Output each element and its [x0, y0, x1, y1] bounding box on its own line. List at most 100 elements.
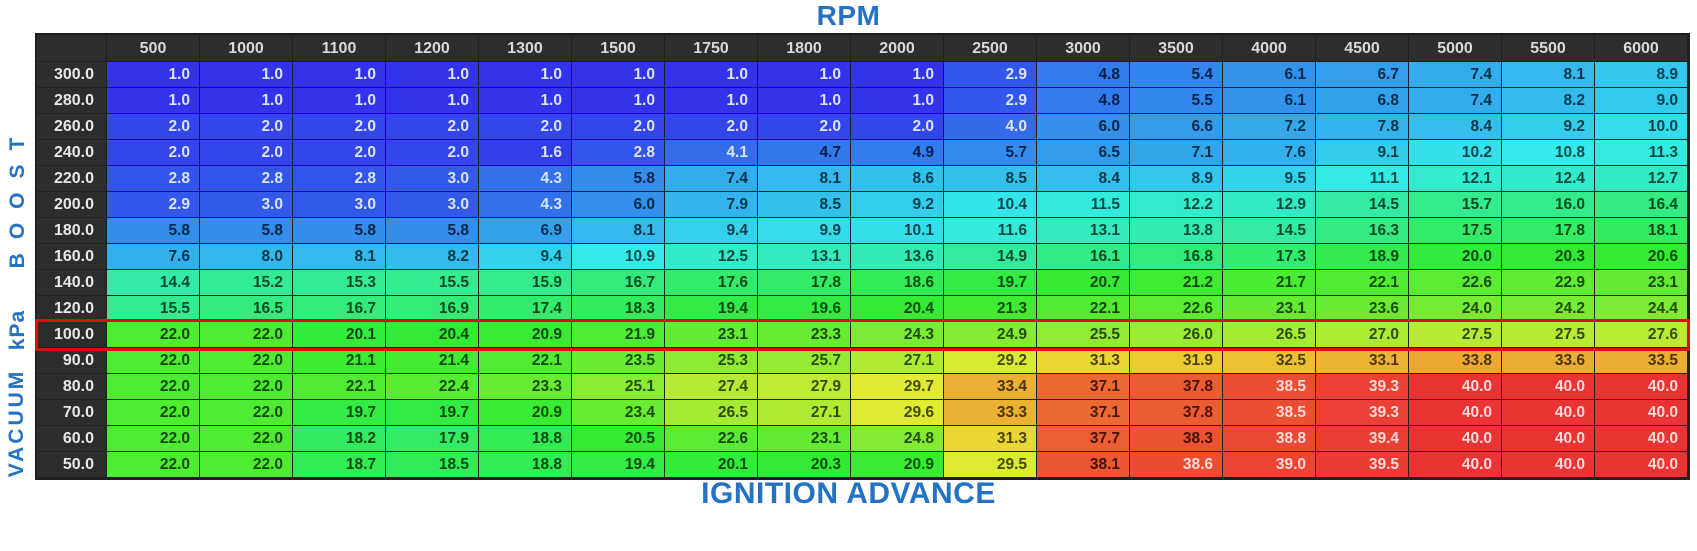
advance-cell[interactable]: 8.2	[1502, 88, 1595, 114]
advance-cell[interactable]: 1.0	[572, 62, 665, 88]
advance-cell[interactable]: 2.0	[293, 114, 386, 140]
advance-cell[interactable]: 1.0	[107, 88, 200, 114]
advance-cell[interactable]: 29.5	[944, 452, 1037, 478]
advance-cell[interactable]: 9.2	[1502, 114, 1595, 140]
advance-cell[interactable]: 5.7	[944, 140, 1037, 166]
advance-cell[interactable]: 27.5	[1502, 322, 1595, 348]
advance-cell[interactable]: 12.7	[1595, 166, 1688, 192]
advance-cell[interactable]: 22.9	[1502, 270, 1595, 296]
advance-cell[interactable]: 2.0	[758, 114, 851, 140]
advance-cell[interactable]: 8.4	[1037, 166, 1130, 192]
advance-cell[interactable]: 14.5	[1316, 192, 1409, 218]
advance-cell[interactable]: 4.8	[1037, 62, 1130, 88]
advance-cell[interactable]: 39.4	[1316, 426, 1409, 452]
advance-cell[interactable]: 21.3	[944, 296, 1037, 322]
advance-cell[interactable]: 29.7	[851, 374, 944, 400]
advance-cell[interactable]: 7.9	[665, 192, 758, 218]
advance-cell[interactable]: 39.3	[1316, 374, 1409, 400]
advance-cell[interactable]: 2.0	[665, 114, 758, 140]
advance-cell[interactable]: 22.0	[107, 348, 200, 374]
advance-cell[interactable]: 1.0	[665, 62, 758, 88]
advance-cell[interactable]: 13.1	[1037, 218, 1130, 244]
advance-cell[interactable]: 18.5	[386, 452, 479, 478]
advance-cell[interactable]: 27.4	[665, 374, 758, 400]
advance-cell[interactable]: 3.0	[200, 192, 293, 218]
advance-cell[interactable]: 27.0	[1316, 322, 1409, 348]
advance-cell[interactable]: 1.0	[479, 62, 572, 88]
advance-cell[interactable]: 18.6	[851, 270, 944, 296]
advance-cell[interactable]: 22.0	[107, 322, 200, 348]
advance-cell[interactable]: 27.6	[1595, 322, 1688, 348]
advance-cell[interactable]: 38.6	[1130, 452, 1223, 478]
advance-cell[interactable]: 11.5	[1037, 192, 1130, 218]
advance-cell[interactable]: 25.5	[1037, 322, 1130, 348]
advance-cell[interactable]: 16.7	[293, 296, 386, 322]
advance-cell[interactable]: 40.0	[1409, 452, 1502, 478]
advance-cell[interactable]: 7.4	[665, 166, 758, 192]
advance-cell[interactable]: 5.8	[200, 218, 293, 244]
advance-cell[interactable]: 40.0	[1502, 400, 1595, 426]
advance-cell[interactable]: 6.5	[1037, 140, 1130, 166]
advance-cell[interactable]: 10.2	[1409, 140, 1502, 166]
advance-cell[interactable]: 23.1	[665, 322, 758, 348]
advance-cell[interactable]: 2.0	[851, 114, 944, 140]
advance-cell[interactable]: 1.0	[851, 88, 944, 114]
advance-cell[interactable]: 24.9	[944, 322, 1037, 348]
advance-cell[interactable]: 23.4	[572, 400, 665, 426]
advance-cell[interactable]: 16.8	[1130, 244, 1223, 270]
advance-cell[interactable]: 2.9	[107, 192, 200, 218]
advance-cell[interactable]: 7.4	[1409, 88, 1502, 114]
advance-cell[interactable]: 14.9	[944, 244, 1037, 270]
advance-cell[interactable]: 33.1	[1316, 348, 1409, 374]
advance-cell[interactable]: 22.0	[107, 400, 200, 426]
advance-cell[interactable]: 39.3	[1316, 400, 1409, 426]
advance-cell[interactable]: 5.8	[386, 218, 479, 244]
advance-cell[interactable]: 24.8	[851, 426, 944, 452]
advance-cell[interactable]: 19.7	[944, 270, 1037, 296]
advance-cell[interactable]: 20.3	[758, 452, 851, 478]
advance-cell[interactable]: 22.6	[665, 426, 758, 452]
advance-cell[interactable]: 38.5	[1223, 374, 1316, 400]
advance-cell[interactable]: 2.0	[386, 140, 479, 166]
advance-cell[interactable]: 6.6	[1130, 114, 1223, 140]
advance-cell[interactable]: 1.0	[758, 62, 851, 88]
advance-cell[interactable]: 40.0	[1409, 426, 1502, 452]
advance-cell[interactable]: 38.5	[1223, 400, 1316, 426]
advance-cell[interactable]: 16.9	[386, 296, 479, 322]
advance-cell[interactable]: 2.8	[572, 140, 665, 166]
advance-cell[interactable]: 20.9	[479, 400, 572, 426]
advance-cell[interactable]: 3.0	[293, 192, 386, 218]
advance-cell[interactable]: 40.0	[1595, 374, 1688, 400]
advance-cell[interactable]: 19.7	[293, 400, 386, 426]
advance-cell[interactable]: 20.3	[1502, 244, 1595, 270]
advance-cell[interactable]: 20.0	[1409, 244, 1502, 270]
advance-cell[interactable]: 19.4	[572, 452, 665, 478]
advance-cell[interactable]: 40.0	[1409, 400, 1502, 426]
advance-cell[interactable]: 2.8	[200, 166, 293, 192]
advance-cell[interactable]: 40.0	[1502, 452, 1595, 478]
advance-cell[interactable]: 1.0	[479, 88, 572, 114]
advance-cell[interactable]: 4.7	[758, 140, 851, 166]
advance-cell[interactable]: 21.2	[1130, 270, 1223, 296]
advance-cell[interactable]: 27.1	[758, 400, 851, 426]
advance-cell[interactable]: 21.9	[572, 322, 665, 348]
advance-cell[interactable]: 2.0	[293, 140, 386, 166]
advance-cell[interactable]: 7.2	[1223, 114, 1316, 140]
advance-cell[interactable]: 19.7	[386, 400, 479, 426]
advance-cell[interactable]: 2.0	[572, 114, 665, 140]
advance-cell[interactable]: 27.1	[851, 348, 944, 374]
advance-cell[interactable]: 5.4	[1130, 62, 1223, 88]
advance-cell[interactable]: 20.9	[479, 322, 572, 348]
advance-cell[interactable]: 1.0	[293, 88, 386, 114]
advance-cell[interactable]: 12.2	[1130, 192, 1223, 218]
advance-cell[interactable]: 19.4	[665, 296, 758, 322]
advance-cell[interactable]: 37.8	[1130, 400, 1223, 426]
advance-cell[interactable]: 40.0	[1502, 426, 1595, 452]
advance-cell[interactable]: 4.1	[665, 140, 758, 166]
advance-cell[interactable]: 31.3	[944, 426, 1037, 452]
advance-cell[interactable]: 27.5	[1409, 322, 1502, 348]
advance-cell[interactable]: 7.1	[1130, 140, 1223, 166]
advance-cell[interactable]: 17.9	[386, 426, 479, 452]
advance-cell[interactable]: 20.1	[293, 322, 386, 348]
advance-cell[interactable]: 14.4	[107, 270, 200, 296]
